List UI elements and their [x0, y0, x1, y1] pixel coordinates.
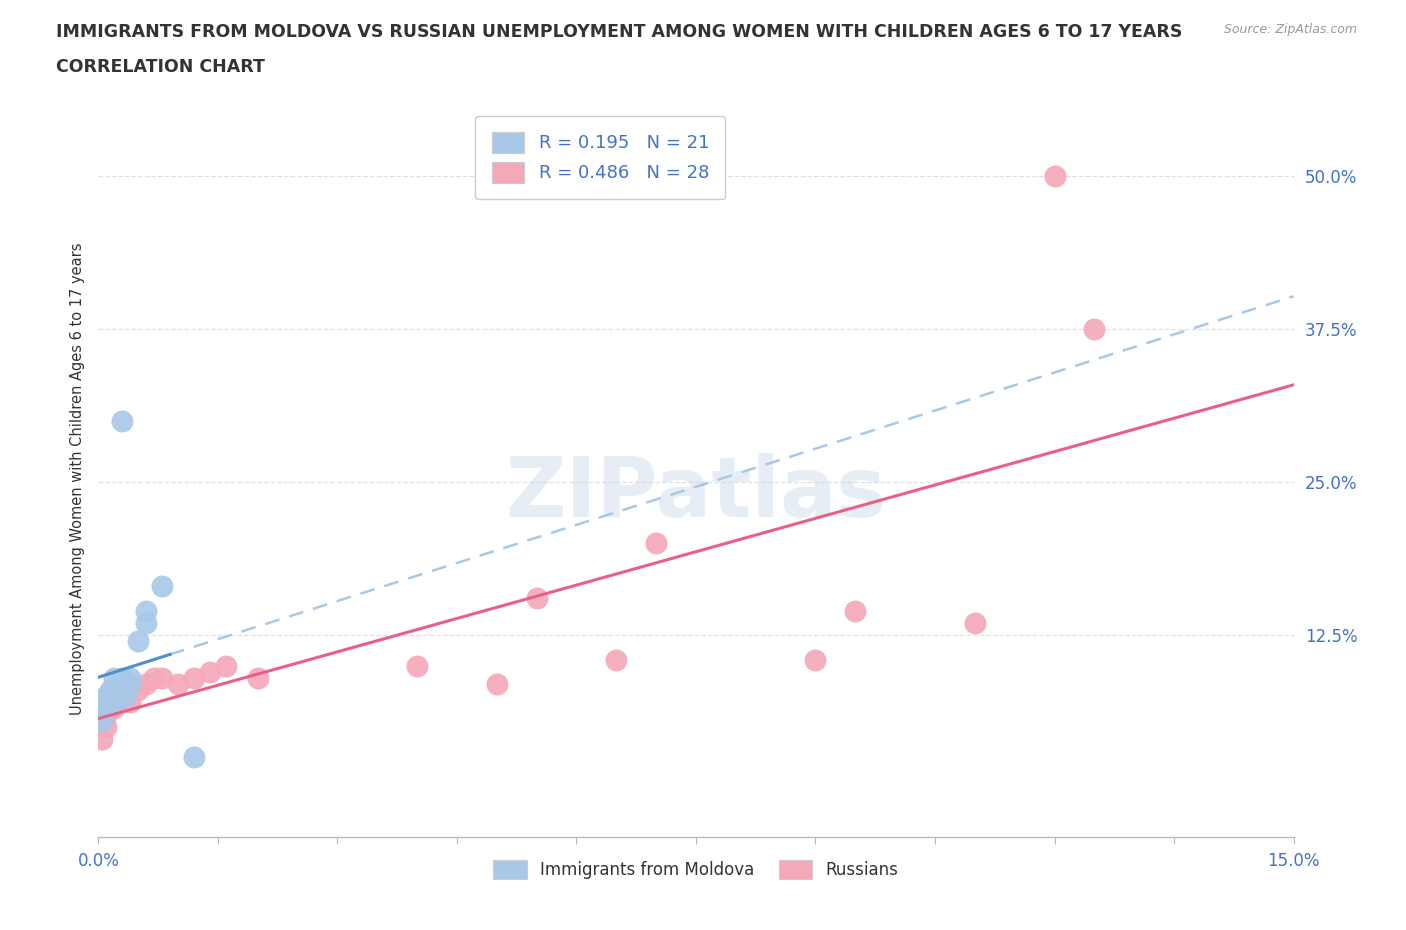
Point	[107, 689, 129, 704]
Point	[963, 616, 986, 631]
Point	[103, 683, 125, 698]
Point	[183, 750, 205, 764]
Point	[135, 676, 157, 691]
Point	[844, 603, 866, 618]
Point	[103, 701, 125, 716]
Point	[215, 658, 238, 673]
Point	[96, 689, 118, 704]
Point	[96, 701, 118, 716]
Point	[91, 713, 114, 728]
Point	[406, 658, 429, 673]
Point	[103, 695, 125, 710]
Point	[115, 689, 138, 704]
Point	[1043, 168, 1066, 183]
Point	[111, 683, 134, 698]
Point	[127, 633, 149, 648]
Point	[150, 578, 173, 593]
Point	[198, 664, 221, 679]
Point	[135, 603, 157, 618]
Point	[120, 695, 142, 710]
Point	[127, 683, 149, 698]
Point	[120, 671, 142, 685]
Point	[96, 707, 118, 722]
Point	[111, 413, 134, 428]
Point	[103, 671, 125, 685]
Point	[98, 695, 122, 710]
Point	[91, 732, 114, 747]
Point	[135, 616, 157, 631]
Point	[111, 683, 134, 698]
Point	[120, 676, 142, 691]
Point	[645, 536, 668, 551]
Point	[98, 683, 122, 698]
Point	[1083, 322, 1105, 337]
Point	[485, 676, 508, 691]
Point	[111, 689, 134, 704]
Point	[97, 695, 120, 710]
Point	[111, 671, 134, 685]
Point	[605, 652, 627, 667]
Point	[111, 676, 134, 691]
Point	[246, 671, 269, 685]
Text: Source: ZipAtlas.com: Source: ZipAtlas.com	[1223, 23, 1357, 36]
Point	[167, 676, 190, 691]
Point	[103, 695, 125, 710]
Text: CORRELATION CHART: CORRELATION CHART	[56, 58, 266, 75]
Legend: R = 0.195   N = 21, R = 0.486   N = 28: R = 0.195 N = 21, R = 0.486 N = 28	[475, 115, 725, 199]
Point	[804, 652, 827, 667]
Text: ZIPatlas: ZIPatlas	[506, 453, 886, 534]
Text: IMMIGRANTS FROM MOLDOVA VS RUSSIAN UNEMPLOYMENT AMONG WOMEN WITH CHILDREN AGES 6: IMMIGRANTS FROM MOLDOVA VS RUSSIAN UNEMP…	[56, 23, 1182, 41]
Point	[183, 671, 205, 685]
Point	[143, 671, 166, 685]
Y-axis label: Unemployment Among Women with Children Ages 6 to 17 years: Unemployment Among Women with Children A…	[69, 243, 84, 715]
Point	[526, 591, 548, 605]
Point	[96, 720, 118, 735]
Point	[150, 671, 173, 685]
